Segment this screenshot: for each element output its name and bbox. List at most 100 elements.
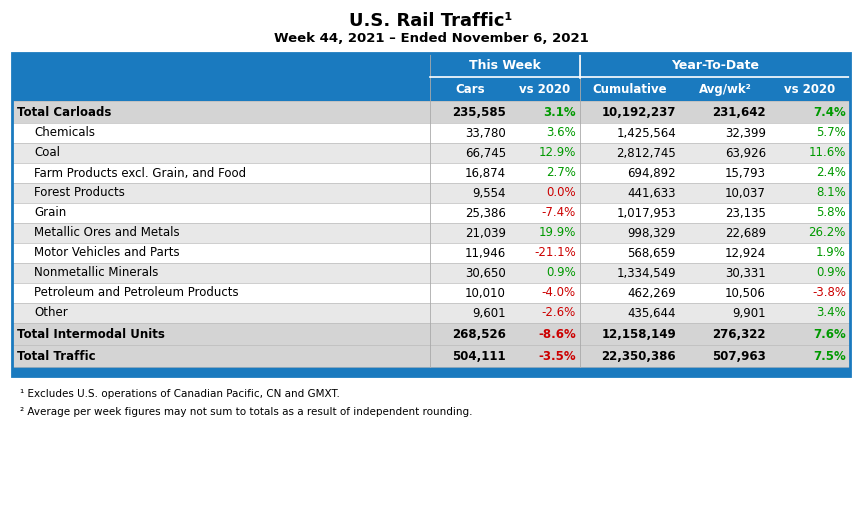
Text: 26.2%: 26.2% [808,227,845,240]
Text: Total Intermodal Units: Total Intermodal Units [17,327,164,341]
Text: 8.1%: 8.1% [815,186,845,200]
Bar [12,303,849,323]
Text: 30,331: 30,331 [724,267,765,279]
Text: 1,425,564: 1,425,564 [616,127,675,139]
Text: 5.7%: 5.7% [815,127,845,139]
Text: 0.9%: 0.9% [815,267,845,279]
Text: 504,111: 504,111 [452,350,505,363]
Text: Week 44, 2021 – Ended November 6, 2021: Week 44, 2021 – Ended November 6, 2021 [273,32,588,44]
Text: 568,659: 568,659 [627,247,675,259]
Text: 0.0%: 0.0% [546,186,575,200]
Text: Avg/wk²: Avg/wk² [697,83,751,96]
Bar [12,203,849,223]
Text: 276,322: 276,322 [712,327,765,341]
Text: 2,812,745: 2,812,745 [616,146,675,159]
Text: Total Carloads: Total Carloads [17,106,111,118]
Text: Farm Products excl. Grain, and Food: Farm Products excl. Grain, and Food [34,166,246,180]
Text: 1.9%: 1.9% [815,247,845,259]
Bar [12,243,849,263]
Text: Year-To-Date: Year-To-Date [670,59,759,72]
Text: 12,924: 12,924 [724,247,765,259]
Text: 1,334,549: 1,334,549 [616,267,675,279]
Text: -8.6%: -8.6% [537,327,575,341]
Text: 2.7%: 2.7% [546,166,575,180]
Text: Other: Other [34,306,68,319]
Text: ² Average per week figures may not sum to totals as a result of independent roun: ² Average per week figures may not sum t… [20,407,472,417]
Bar [12,323,849,345]
Text: This Week: This Week [468,59,541,72]
Text: 1,017,953: 1,017,953 [616,206,675,220]
Text: 7.4%: 7.4% [812,106,845,118]
Text: -7.4%: -7.4% [541,206,575,220]
Text: 235,585: 235,585 [452,106,505,118]
Text: 30,650: 30,650 [465,267,505,279]
Text: 3.1%: 3.1% [542,106,575,118]
Text: Cars: Cars [455,83,484,96]
Bar [12,123,849,143]
Bar [12,223,849,243]
Text: 33,780: 33,780 [465,127,505,139]
Text: 23,135: 23,135 [724,206,765,220]
Text: 998,329: 998,329 [627,227,675,240]
Text: -3.5%: -3.5% [538,350,575,363]
Text: Forest Products: Forest Products [34,186,125,200]
Text: Total Traffic: Total Traffic [17,350,96,363]
Text: 7.5%: 7.5% [812,350,845,363]
Text: Grain: Grain [34,206,66,220]
Text: vs 2020: vs 2020 [519,83,570,96]
Text: 10,010: 10,010 [465,287,505,299]
Text: 11,946: 11,946 [464,247,505,259]
Bar [12,183,849,203]
Text: 11.6%: 11.6% [808,146,845,159]
Text: 19.9%: 19.9% [538,227,575,240]
Text: 7.6%: 7.6% [812,327,845,341]
Text: 9,901: 9,901 [732,306,765,319]
Text: -3.8%: -3.8% [811,287,845,299]
Text: 507,963: 507,963 [711,350,765,363]
Text: Metallic Ores and Metals: Metallic Ores and Metals [34,227,179,240]
Bar [12,283,849,303]
Text: 22,350,386: 22,350,386 [601,350,675,363]
Text: 21,039: 21,039 [464,227,505,240]
Bar [12,345,849,367]
Text: 2.4%: 2.4% [815,166,845,180]
Bar [12,53,849,376]
Text: 63,926: 63,926 [724,146,765,159]
Text: 10,037: 10,037 [724,186,765,200]
Text: 12,158,149: 12,158,149 [601,327,675,341]
Text: Nonmetallic Minerals: Nonmetallic Minerals [34,267,158,279]
Text: 5.8%: 5.8% [815,206,845,220]
Text: 15,793: 15,793 [724,166,765,180]
Text: 231,642: 231,642 [711,106,765,118]
Text: 12.9%: 12.9% [538,146,575,159]
Text: 10,506: 10,506 [724,287,765,299]
Text: 22,689: 22,689 [724,227,765,240]
Text: vs 2020: vs 2020 [784,83,834,96]
Bar [12,53,849,78]
Text: -2.6%: -2.6% [541,306,575,319]
Text: 0.9%: 0.9% [546,267,575,279]
Text: ¹ Excludes U.S. operations of Canadian Pacific, CN and GMXT.: ¹ Excludes U.S. operations of Canadian P… [20,389,339,399]
Text: 3.6%: 3.6% [546,127,575,139]
Text: 16,874: 16,874 [464,166,505,180]
Text: Coal: Coal [34,146,60,159]
Text: 9,554: 9,554 [472,186,505,200]
Text: 268,526: 268,526 [452,327,505,341]
Text: -4.0%: -4.0% [542,287,575,299]
Text: 25,386: 25,386 [465,206,505,220]
Bar [12,143,849,163]
Text: 9,601: 9,601 [472,306,505,319]
Text: U.S. Rail Traffic¹: U.S. Rail Traffic¹ [349,12,512,30]
Text: Cumulative: Cumulative [592,83,666,96]
Bar [12,78,849,101]
Text: -21.1%: -21.1% [534,247,575,259]
Text: Motor Vehicles and Parts: Motor Vehicles and Parts [34,247,179,259]
Text: 10,192,237: 10,192,237 [601,106,675,118]
Text: 32,399: 32,399 [724,127,765,139]
Bar [12,163,849,183]
Bar [12,367,849,376]
Text: 3.4%: 3.4% [815,306,845,319]
Text: Chemicals: Chemicals [34,127,95,139]
Text: 462,269: 462,269 [627,287,675,299]
Text: 435,644: 435,644 [627,306,675,319]
